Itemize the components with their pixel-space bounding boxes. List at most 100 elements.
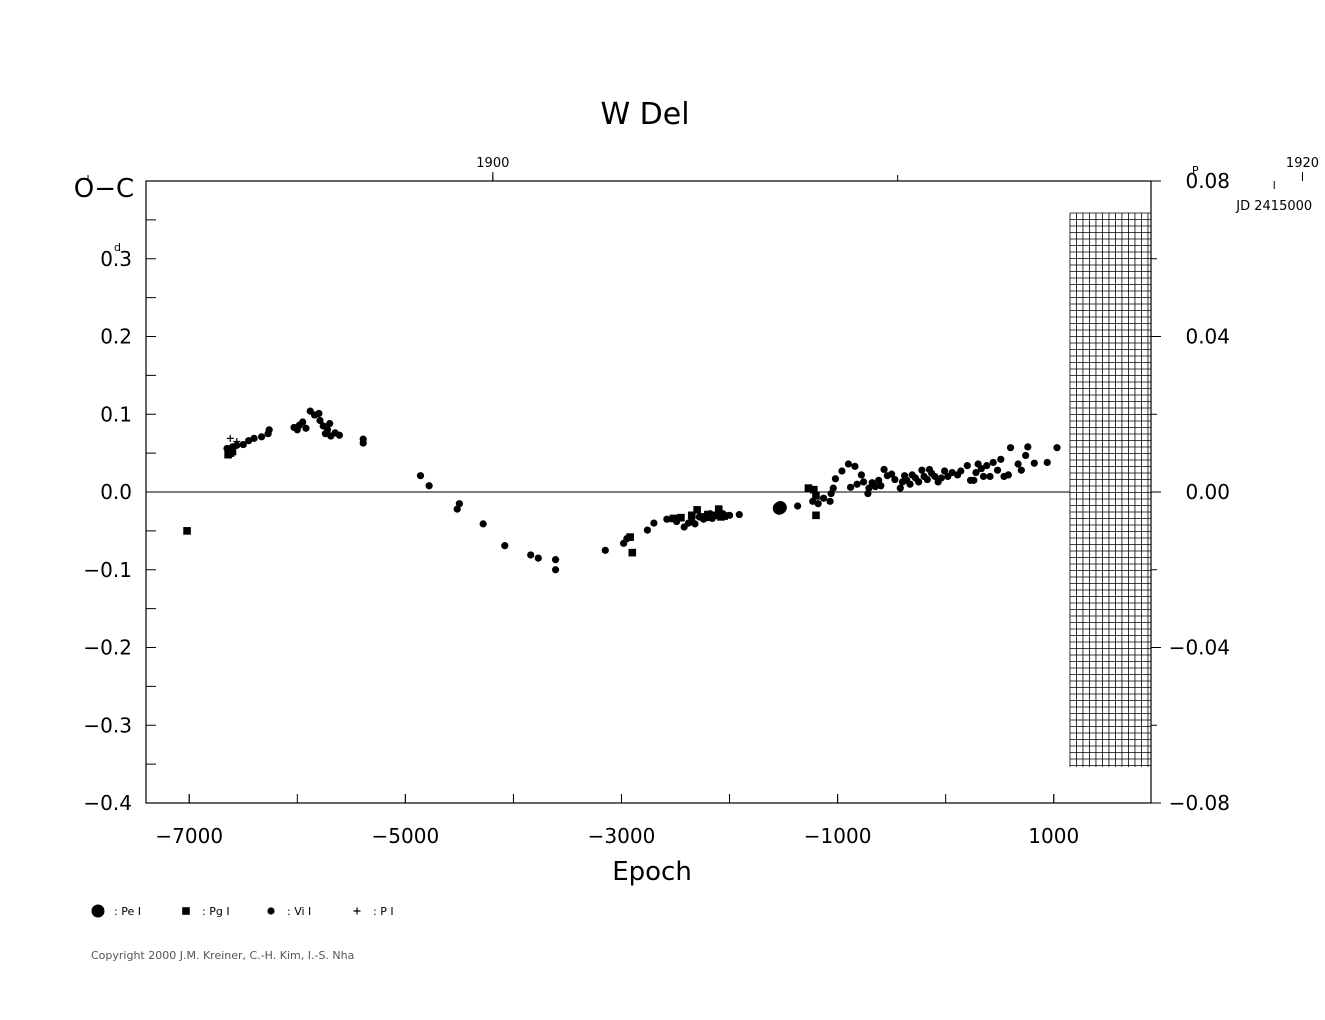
- data-point: [714, 505, 723, 513]
- data-point: [601, 546, 609, 554]
- data-point: [663, 515, 671, 523]
- data-point: [643, 526, 652, 534]
- data-point: [672, 517, 681, 526]
- data-point: [250, 434, 258, 442]
- chart-title: W Del: [600, 97, 689, 132]
- data-point: [691, 520, 699, 528]
- data-point: [534, 554, 542, 562]
- data-point: [316, 416, 324, 425]
- data-point: [687, 511, 696, 520]
- data-point: [527, 551, 535, 559]
- data-point: [857, 471, 865, 479]
- legend: : Pe I: Pg I: Vi I: P I: [91, 904, 394, 918]
- data-point: [335, 431, 344, 439]
- data-point: [1030, 459, 1038, 467]
- data-point: [228, 447, 237, 456]
- data-point: [963, 461, 971, 470]
- legend-label: : Vi I: [287, 905, 311, 918]
- right-y-tick-label: 0.00: [1185, 480, 1230, 504]
- data-point: [888, 470, 896, 478]
- data-point: [453, 505, 461, 513]
- data-point: [989, 458, 997, 467]
- data-point: [315, 409, 323, 418]
- data-point: [794, 502, 802, 510]
- data-point: [986, 472, 994, 481]
- y-tick-label: −0.1: [83, 558, 132, 582]
- y-tick-label: 0.2: [100, 325, 132, 349]
- data-point: [677, 513, 685, 522]
- y-unit-superscript: d: [114, 241, 121, 254]
- data-point: [859, 478, 868, 486]
- year-tick-label: 1920: [1286, 156, 1319, 171]
- data-point: [864, 489, 872, 498]
- data-point: [809, 497, 817, 505]
- y-tick-label: 0.1: [100, 402, 132, 426]
- data-point: [719, 510, 727, 518]
- data-point: [1053, 444, 1061, 452]
- legend-marker: [267, 907, 275, 915]
- data-point: [183, 527, 191, 535]
- data-point: [997, 455, 1005, 463]
- data-point: [773, 501, 787, 515]
- data-point: [302, 424, 310, 432]
- data-point: [323, 426, 332, 434]
- data-point: [871, 482, 880, 491]
- data-point: [819, 494, 828, 502]
- axes-group: −7000 −5000 −3000 −1000 1000 −0.4 −0.3 −0.2 −0.1…: [83, 156, 1319, 848]
- data-point: [416, 472, 425, 480]
- data-point: [650, 519, 658, 527]
- data-point: [804, 484, 813, 492]
- data-point: [326, 419, 334, 428]
- right-y-tick-label: 0.04: [1185, 325, 1230, 349]
- data-point: [977, 465, 985, 473]
- y-tick-label: −0.4: [83, 791, 132, 815]
- data-point: [810, 485, 818, 494]
- legend-marker: [353, 907, 361, 915]
- data-point: [551, 566, 560, 574]
- data-point: [455, 500, 463, 508]
- data-point: [827, 489, 835, 498]
- data-point: [891, 475, 899, 484]
- data-point: [1004, 471, 1012, 479]
- data-point: [851, 462, 859, 470]
- data-point: [972, 468, 980, 477]
- data-point: [970, 476, 978, 484]
- data-point: [838, 467, 846, 475]
- data-point: [245, 437, 253, 445]
- data-point: [1014, 460, 1022, 468]
- data-point: [826, 497, 834, 505]
- data-point: [265, 426, 273, 434]
- data-point: [1022, 451, 1030, 460]
- y-tick-label: 0.0: [100, 480, 132, 504]
- data-point: [877, 482, 885, 490]
- data-point: [875, 476, 883, 484]
- y-tick-label: −0.2: [83, 636, 132, 660]
- hatched-region: [1069, 212, 1151, 767]
- data-point: [957, 467, 965, 475]
- x-axis-label: Epoch: [612, 857, 692, 887]
- data-point: [918, 466, 926, 474]
- data-point: [233, 441, 241, 449]
- data-point: [1017, 466, 1025, 474]
- data-point: [993, 466, 1002, 474]
- y-tick-label: 0.3: [100, 247, 132, 271]
- data-point: [812, 492, 820, 500]
- legend-marker: [182, 907, 190, 915]
- data-point: [669, 514, 678, 523]
- x-tick-label: −7000: [155, 824, 223, 848]
- legend-label: : Pg I: [202, 905, 230, 918]
- data-point: [735, 510, 743, 519]
- data-point: [915, 478, 923, 486]
- data-point: [844, 460, 853, 468]
- data-point: [831, 475, 840, 483]
- right-y-tick-label: −0.08: [1169, 791, 1230, 815]
- data-point: [551, 556, 560, 564]
- right-y-tick-label: −0.04: [1169, 636, 1230, 660]
- data-point: [725, 511, 734, 519]
- x-tick-label: 1000: [1028, 824, 1079, 848]
- data-point: [983, 461, 991, 470]
- x-tick-label: −3000: [588, 824, 656, 848]
- y-tick-label: −0.3: [83, 713, 132, 737]
- data-point: [880, 465, 888, 474]
